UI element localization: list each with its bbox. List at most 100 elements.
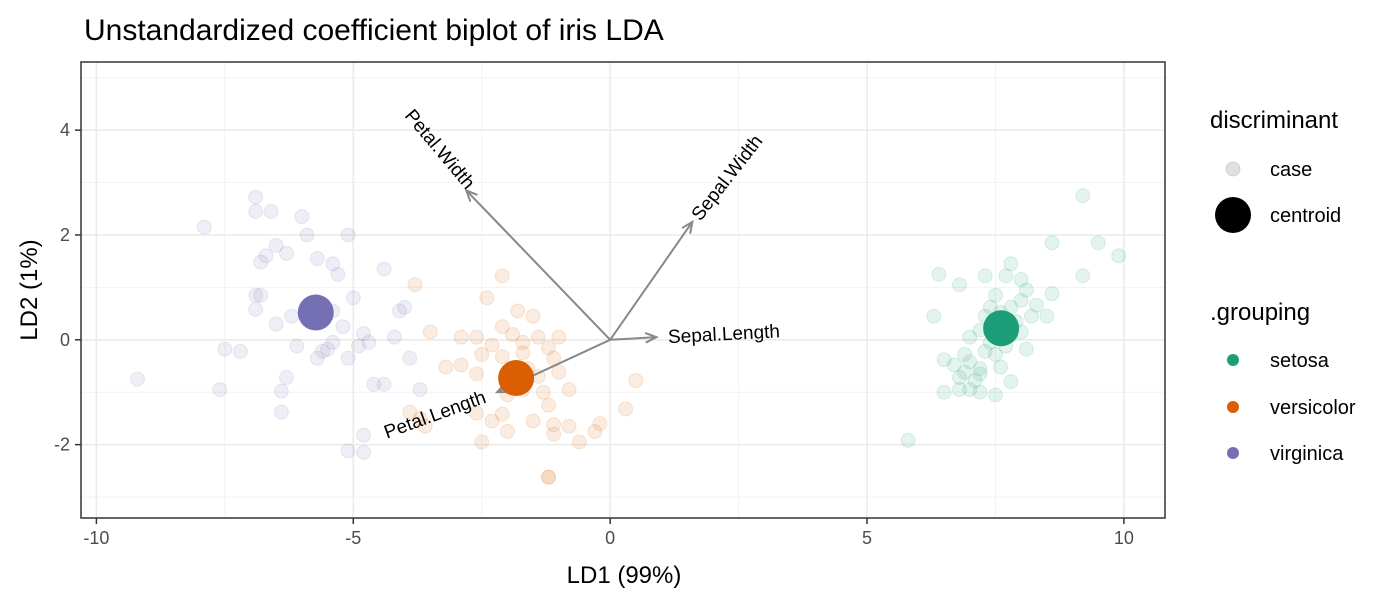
case-point-setosa xyxy=(952,370,968,386)
case-point-virginica xyxy=(356,427,372,443)
x-tick-label: 0 xyxy=(605,528,615,548)
case-point-setosa xyxy=(1039,308,1055,324)
case-point-virginica xyxy=(217,341,233,357)
case-point-versicolor xyxy=(551,364,567,380)
case-point-virginica xyxy=(356,326,372,342)
case-point-virginica xyxy=(248,203,264,219)
case-point-virginica xyxy=(361,334,377,350)
case-point-setosa xyxy=(962,354,978,370)
case-point-virginica xyxy=(340,443,356,459)
case-point-setosa xyxy=(967,373,983,389)
case-point-setosa xyxy=(962,329,978,345)
case-point-virginica xyxy=(278,370,294,386)
case-point-virginica xyxy=(289,338,305,354)
case-point-versicolor xyxy=(499,424,515,440)
case-point-virginica xyxy=(330,266,346,282)
case-point-virginica xyxy=(268,237,284,253)
case-point-setosa xyxy=(1044,286,1060,302)
case-point-setosa xyxy=(957,364,973,380)
case-point-virginica xyxy=(299,227,315,243)
case-point-setosa xyxy=(987,346,1003,362)
case-point-versicolor xyxy=(530,329,546,345)
case-point-setosa xyxy=(987,287,1003,303)
case-point-setosa xyxy=(936,352,952,368)
case-point-virginica xyxy=(268,316,284,332)
case-point-virginica xyxy=(356,444,372,460)
case-point-setosa xyxy=(1013,272,1029,288)
y-tick-label: 0 xyxy=(60,330,70,350)
legend-key-setosa xyxy=(1227,354,1239,366)
case-point-setosa xyxy=(1013,292,1029,308)
case-point-versicolor xyxy=(402,404,418,420)
arrow-label-petal-width: Petal.Width xyxy=(400,106,479,194)
arrowhead xyxy=(681,219,694,234)
case-point-versicolor xyxy=(510,303,526,319)
arrow-petal-width xyxy=(465,189,611,341)
arrow-sepal-width xyxy=(609,221,694,341)
legend-key-virginica xyxy=(1227,447,1239,459)
case-point-versicolor xyxy=(592,416,608,432)
case-point-virginica xyxy=(196,219,212,235)
legend-label-versicolor: versicolor xyxy=(1270,397,1356,419)
case-point-setosa xyxy=(1018,341,1034,357)
case-point-versicolor xyxy=(618,401,634,417)
case-point-versicolor xyxy=(417,418,433,434)
legend-label-centroid: centroid xyxy=(1270,205,1341,227)
arrowhead xyxy=(644,331,659,344)
centroid-setosa xyxy=(983,310,1020,347)
case-point-versicolor xyxy=(541,469,557,485)
case-point-virginica xyxy=(376,376,392,392)
case-point-virginica xyxy=(232,343,248,359)
case-point-virginica xyxy=(386,329,402,345)
case-point-versicolor xyxy=(587,424,603,440)
case-point-versicolor xyxy=(484,337,500,353)
arrow-label-sepal-length: Sepal.Length xyxy=(668,321,781,348)
case-point-setosa xyxy=(1111,248,1127,264)
case-point-versicolor xyxy=(571,434,587,450)
case-point-versicolor xyxy=(474,346,490,362)
case-point-versicolor xyxy=(535,384,551,400)
case-point-setosa xyxy=(931,266,947,282)
plot-area: Petal.Width Sepal.WidthSepal.LengthPetal.… xyxy=(54,61,1166,548)
case-point-versicolor xyxy=(412,410,428,426)
case-point-versicolor xyxy=(546,417,562,433)
case-point-versicolor xyxy=(541,397,557,413)
case-point-virginica xyxy=(320,341,336,357)
case-point-virginica xyxy=(345,290,361,306)
case-point-virginica xyxy=(130,371,146,387)
case-point-versicolor xyxy=(494,349,510,365)
case-point-virginica xyxy=(309,350,325,366)
case-point-virginica xyxy=(248,189,264,205)
case-point-setosa xyxy=(952,382,968,398)
case-point-setosa xyxy=(972,361,988,377)
case-point-virginica xyxy=(325,256,341,272)
case-point-virginica xyxy=(253,254,269,270)
case-point-setosa xyxy=(1075,268,1091,284)
legend: discriminant case centroid .grouping set… xyxy=(1210,107,1356,465)
case-point-versicolor xyxy=(505,327,521,343)
case-point-setosa xyxy=(977,268,993,284)
case-point-setosa xyxy=(972,366,988,382)
x-tick-label: 5 xyxy=(862,528,872,548)
case-point-setosa xyxy=(900,432,916,448)
case-point-versicolor xyxy=(551,329,567,345)
arrow-label-sepal-width: Sepal.Width xyxy=(688,131,768,225)
y-tick-label: 2 xyxy=(60,225,70,245)
centroid-virginica xyxy=(297,294,334,331)
case-point-virginica xyxy=(253,287,269,303)
case-point-setosa xyxy=(972,384,988,400)
case-point-versicolor xyxy=(484,413,500,429)
case-point-virginica xyxy=(350,338,366,354)
case-point-versicolor xyxy=(546,426,562,442)
case-point-virginica xyxy=(335,319,351,335)
case-point-virginica xyxy=(273,404,289,420)
case-point-virginica xyxy=(294,209,310,225)
case-point-virginica xyxy=(376,261,392,277)
case-point-virginica xyxy=(278,245,294,261)
case-point-virginica xyxy=(325,334,341,350)
case-point-versicolor xyxy=(494,406,510,422)
case-point-versicolor xyxy=(541,469,557,485)
case-point-setosa xyxy=(962,382,978,398)
arrow-sepal-length xyxy=(610,336,657,341)
case-point-virginica xyxy=(258,248,274,264)
